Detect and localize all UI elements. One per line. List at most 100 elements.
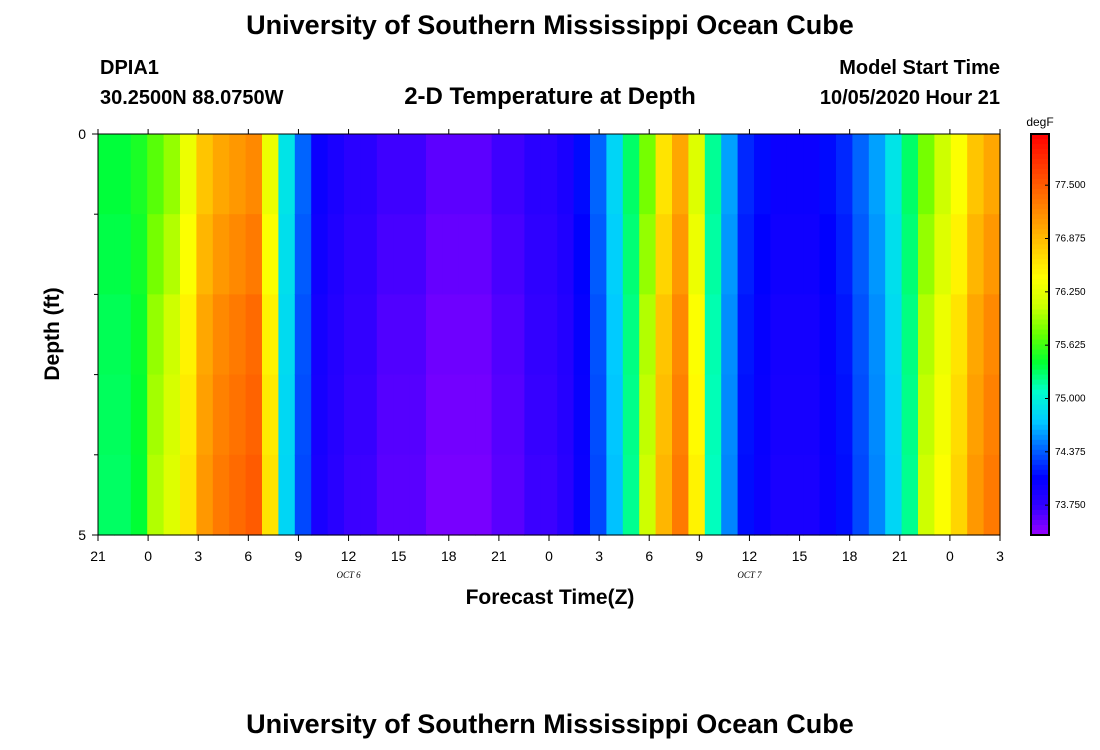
heatmap-cell: [573, 454, 591, 536]
heatmap-cell: [704, 374, 722, 456]
heatmap-cell: [918, 134, 935, 215]
heatmap-cell: [196, 454, 214, 536]
x-tick-label: 0: [946, 548, 954, 564]
heatmap-cell: [376, 374, 394, 456]
x-tick-label: 0: [144, 548, 152, 564]
colorbar-segment: [1031, 484, 1049, 491]
heatmap-cell: [950, 134, 968, 215]
y-tick-label: 5: [78, 527, 86, 543]
heatmap-cell: [130, 374, 148, 456]
heatmap-cell: [180, 454, 197, 536]
heatmap-cell: [311, 134, 329, 215]
colorbar-segment: [1031, 309, 1049, 316]
heatmap-cell: [934, 134, 952, 215]
colorbar-tick-label: 74.375: [1055, 447, 1086, 458]
colorbar-tick-label: 76.875: [1055, 234, 1086, 245]
heatmap-cell: [491, 454, 509, 536]
y-axis-ticks: 05: [78, 126, 98, 543]
heatmap-cell: [573, 294, 591, 376]
colorbar-segment: [1031, 299, 1049, 306]
heatmap-cell: [786, 454, 804, 536]
heatmap-cell: [409, 374, 427, 456]
heatmap-cell: [294, 214, 312, 295]
heatmap-cell: [327, 294, 345, 376]
colorbar-segment: [1031, 274, 1049, 280]
heatmap-cell: [590, 294, 607, 376]
heatmap-cell: [130, 134, 148, 215]
heatmap-cell: [294, 374, 312, 456]
heatmap-cell: [934, 454, 952, 536]
heatmap-cell: [327, 134, 345, 215]
heatmap-cell: [622, 294, 640, 376]
heatmap-cell: [147, 294, 165, 376]
heatmap-cell: [508, 454, 525, 536]
heatmap-cell: [655, 134, 673, 215]
colorbar-segment: [1031, 194, 1049, 200]
heatmap-cell: [557, 454, 575, 536]
heatmap-cell: [803, 374, 821, 456]
colorbar-segment: [1031, 524, 1049, 531]
colorbar-segment: [1031, 284, 1049, 290]
heatmap-cell: [655, 374, 673, 456]
heatmap-cell: [655, 454, 673, 536]
heatmap-cell: [262, 294, 279, 376]
heatmap-cell: [442, 214, 460, 295]
colorbar-segment: [1031, 324, 1049, 331]
colorbar-segment: [1031, 169, 1049, 175]
colorbar-segment: [1031, 239, 1049, 245]
heatmap-cell: [229, 214, 247, 295]
heatmap-cell: [885, 134, 903, 215]
colorbar-segment: [1031, 424, 1049, 431]
colorbar-segment: [1031, 219, 1049, 225]
heatmap-cell: [196, 374, 214, 456]
heatmap-cell: [409, 134, 427, 215]
colorbar-tick-label: 77.500: [1055, 180, 1086, 191]
heatmap-cell: [426, 134, 443, 215]
heatmap-cell: [983, 454, 1001, 536]
heatmap-cell: [229, 374, 247, 456]
colorbar-segment: [1031, 259, 1049, 265]
heatmap-cell: [918, 454, 935, 536]
colorbar-segment: [1031, 419, 1049, 426]
heatmap-cell: [147, 374, 165, 456]
heatmap-cell: [540, 214, 558, 295]
heatmap-cell: [836, 294, 853, 376]
station-location: 30.2500N 88.0750W: [100, 87, 284, 109]
heatmap-cell: [672, 454, 689, 536]
colorbar-segment: [1031, 344, 1049, 351]
colorbar-segment: [1031, 289, 1049, 295]
colorbar-segment: [1031, 234, 1049, 240]
heatmap-cell: [852, 374, 870, 456]
x-tick-label: 21: [90, 548, 106, 564]
colorbar-segment: [1031, 339, 1049, 346]
heatmap-cell: [950, 294, 968, 376]
heatmap-cell: [393, 374, 411, 456]
colorbar-segment: [1031, 314, 1049, 321]
heatmap-cell: [852, 294, 870, 376]
heatmap-cell: [491, 214, 509, 295]
heatmap-cell: [557, 214, 575, 295]
x-tick-label: 21: [892, 548, 908, 564]
colorbar-segment: [1031, 184, 1049, 190]
heatmap-cell: [475, 454, 493, 536]
heatmap-cell: [786, 214, 804, 295]
heatmap-cell: [606, 374, 624, 456]
heatmap-cell: [754, 374, 771, 456]
colorbar-segment: [1031, 459, 1049, 466]
heatmap-cell: [344, 454, 361, 536]
heatmap-cell: [967, 374, 985, 456]
heatmap-cell: [180, 294, 197, 376]
heatmap-cell: [672, 294, 689, 376]
x-tick-label: 0: [545, 548, 553, 564]
heatmap-cell: [885, 214, 903, 295]
heatmap-cell: [98, 374, 115, 456]
heatmap-cell: [311, 214, 329, 295]
heatmap-cell: [442, 454, 460, 536]
heatmap-cell: [524, 134, 542, 215]
heatmap-cell: [704, 294, 722, 376]
heatmap-cell: [114, 214, 132, 295]
heatmap-cell: [524, 454, 542, 536]
heatmap-cell: [918, 214, 935, 295]
x-tick-label: 12: [742, 548, 758, 564]
